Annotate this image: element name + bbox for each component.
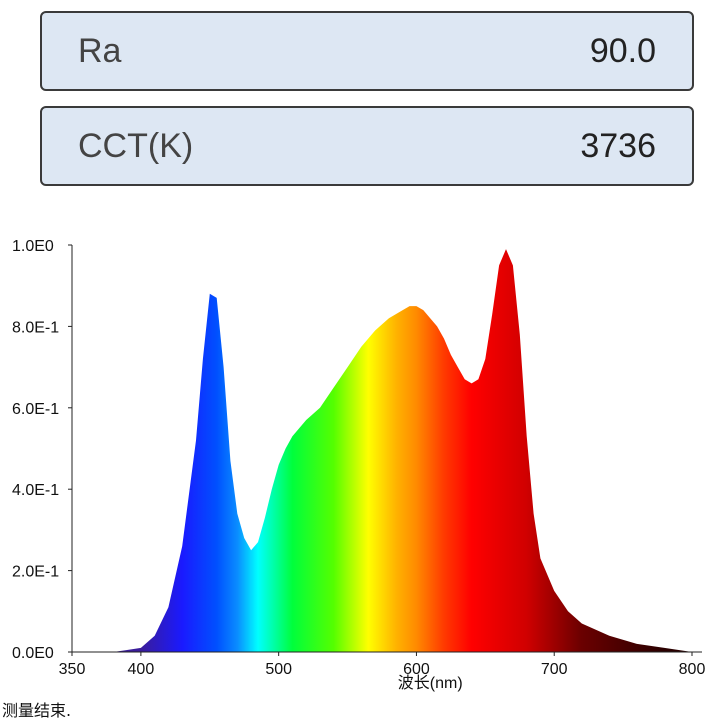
x-tick-label: 800 xyxy=(679,661,706,678)
y-tick-label: 6.0E-1 xyxy=(12,401,59,418)
x-tick-label: 400 xyxy=(128,661,155,678)
cct-display: CCT(K) 3736 xyxy=(40,106,694,186)
plot-area xyxy=(113,249,693,652)
spectrum-chart: 0.0E0 2.0E-1 4.0E-1 6.0E-1 8.0E-1 1.0E0 350 400… xyxy=(12,238,705,692)
y-tick-label: 8.0E-1 xyxy=(12,319,59,336)
y-tick-label: 0.0E0 xyxy=(12,645,54,662)
spectrum-area xyxy=(113,249,693,652)
y-tick-label: 1.0E0 xyxy=(12,238,54,255)
ra-display: Ra 90.0 xyxy=(40,11,694,91)
y-tick-label: 2.0E-1 xyxy=(12,564,59,581)
x-tick-label: 600 xyxy=(403,661,430,678)
x-tick-label: 700 xyxy=(541,661,568,678)
ra-label: Ra xyxy=(78,31,122,70)
cct-value: 3736 xyxy=(580,126,656,165)
x-tick-label: 500 xyxy=(265,661,292,678)
status-text: 测量结束. xyxy=(2,701,72,720)
x-axis-label: 波长(nm) xyxy=(398,674,463,692)
x-tick-label: 350 xyxy=(59,661,86,678)
cct-label: CCT(K) xyxy=(78,126,194,165)
y-tick-label: 4.0E-1 xyxy=(12,482,59,499)
ra-value: 90.0 xyxy=(589,31,656,70)
chart-axes xyxy=(71,245,702,653)
chart-ticks: 0.0E0 2.0E-1 4.0E-1 6.0E-1 8.0E-1 1.0E0 350 400… xyxy=(12,238,705,678)
